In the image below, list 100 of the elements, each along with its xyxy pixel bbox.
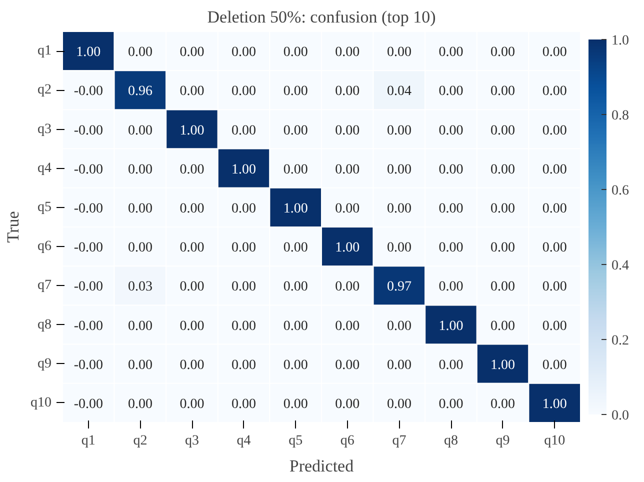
y-tick-label: q7 xyxy=(38,278,52,294)
data-label: 0.00 xyxy=(386,45,412,60)
x-tick-label: q8 xyxy=(444,434,458,448)
data-label: 0.00 xyxy=(180,84,204,100)
data-label: 0.00 xyxy=(180,162,204,178)
data-label: 0.03 xyxy=(128,280,152,295)
data-label: 0.00 xyxy=(180,45,204,60)
data-label: 0.00 xyxy=(542,358,567,373)
x-tick-label: q6 xyxy=(340,434,354,448)
data-label: 0.00 xyxy=(128,240,152,256)
data-label: 0.00 xyxy=(180,280,204,295)
data-label: 0.00 xyxy=(386,123,412,138)
data-label: 1.00 xyxy=(542,396,567,412)
color-bar-label: 1.0 xyxy=(612,34,629,48)
data-label: 0.00 xyxy=(490,280,516,295)
data-label: 0.00 xyxy=(490,123,516,138)
x-tick-label: q2 xyxy=(133,434,148,448)
data-label: 0.00 xyxy=(335,318,360,334)
color-bar-label: 0.4 xyxy=(612,258,629,274)
color-bar-label: 0.6 xyxy=(612,184,629,198)
data-label: 0.00 xyxy=(542,318,567,334)
x-tick-label: q4 xyxy=(236,434,251,448)
chart-title: Deletion 50%: confusion (top 10) xyxy=(207,8,436,26)
data-label: 0.00 xyxy=(542,280,567,295)
data-label: 1.00 xyxy=(76,45,101,60)
data-label: 0.00 xyxy=(490,162,516,178)
data-label: 0.00 xyxy=(438,396,464,412)
data-label: 0.00 xyxy=(542,240,567,256)
data-label: 0.00 xyxy=(438,45,464,60)
data-label: 0.00 xyxy=(542,45,567,60)
data-label: 0.00 xyxy=(232,318,256,334)
data-label: -0.00 xyxy=(74,280,103,295)
y-tick-label: q9 xyxy=(38,356,52,372)
data-label: 0.00 xyxy=(335,396,360,412)
data-label: 0.00 xyxy=(232,84,256,100)
data-label: 0.00 xyxy=(335,201,360,216)
data-label: 0.00 xyxy=(283,84,308,100)
data-label: 0.00 xyxy=(386,240,412,256)
data-label: -0.00 xyxy=(74,84,103,100)
data-label: 0.00 xyxy=(386,201,412,216)
data-label: 0.00 xyxy=(438,201,464,216)
data-label: 1.00 xyxy=(335,240,360,256)
data-label: 0.04 xyxy=(386,84,412,100)
data-label: 0.00 xyxy=(386,318,412,334)
y-tick-label: q2 xyxy=(38,82,52,98)
data-label: 0.00 xyxy=(128,318,152,334)
data-label: 0.00 xyxy=(232,45,256,60)
x-tick-label: q10 xyxy=(544,434,566,448)
data-label: 0.00 xyxy=(438,240,464,256)
data-label: 0.00 xyxy=(542,84,567,100)
x-tick-label: q9 xyxy=(496,434,510,448)
data-label: 0.00 xyxy=(542,201,567,216)
data-label: 0.00 xyxy=(283,280,308,295)
data-label: -0.00 xyxy=(74,318,103,334)
y-tick-label: q6 xyxy=(38,239,52,254)
data-label: 1.00 xyxy=(438,318,464,334)
x-tick-label: q7 xyxy=(392,434,406,448)
data-label: 0.00 xyxy=(232,240,256,256)
y-tick-label: q8 xyxy=(38,317,52,332)
data-label: 0.00 xyxy=(335,45,360,60)
data-label: 0.00 xyxy=(232,358,256,373)
data-label: -0.00 xyxy=(74,162,103,178)
data-label: 0.00 xyxy=(386,162,412,178)
data-label: 0.00 xyxy=(490,84,516,100)
data-label: 0.00 xyxy=(232,396,256,412)
y-tick-label: q3 xyxy=(38,122,52,137)
y-tick-label: q4 xyxy=(38,160,52,176)
data-label: 0.00 xyxy=(283,318,308,334)
data-label: 0.00 xyxy=(128,123,152,138)
data-label: 0.00 xyxy=(128,201,152,216)
data-label: 0.00 xyxy=(438,84,464,100)
data-label: 0.00 xyxy=(335,162,360,178)
data-label: 0.00 xyxy=(490,201,516,216)
data-label: 0.00 xyxy=(490,45,516,60)
data-label: 0.00 xyxy=(335,123,360,138)
color-bar-label: 0.8 xyxy=(612,108,629,124)
data-label: 0.97 xyxy=(386,280,412,295)
x-tick-label: q3 xyxy=(185,434,199,448)
data-label: -0.00 xyxy=(74,358,103,373)
data-label: 0.00 xyxy=(283,396,308,412)
data-label: 0.00 xyxy=(283,358,308,373)
data-label: 1.00 xyxy=(283,201,308,216)
color-bar-label: 0.0 xyxy=(612,408,629,424)
data-label: 0.00 xyxy=(283,123,308,138)
data-label: 0.00 xyxy=(386,396,412,412)
data-label: -0.00 xyxy=(74,201,103,216)
y-tick-label: q10 xyxy=(30,395,52,410)
y-axis-title: True xyxy=(4,211,22,243)
data-label: 0.00 xyxy=(490,318,516,334)
data-label: 0.00 xyxy=(232,123,256,138)
data-label: 0.00 xyxy=(180,358,204,373)
data-label: 0.00 xyxy=(335,358,360,373)
data-label: 0.00 xyxy=(542,123,567,138)
data-label: 1.00 xyxy=(490,358,516,373)
data-label: 0.00 xyxy=(180,201,204,216)
data-label: 0.00 xyxy=(490,240,516,256)
data-label: 1.00 xyxy=(180,123,204,138)
data-label: 0.00 xyxy=(438,358,464,373)
data-label: 0.00 xyxy=(283,162,308,178)
data-label: 0.00 xyxy=(232,280,256,295)
